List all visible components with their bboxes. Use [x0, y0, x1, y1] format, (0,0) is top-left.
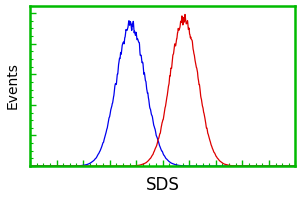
Y-axis label: Events: Events [5, 62, 20, 109]
X-axis label: SDS: SDS [146, 176, 180, 194]
